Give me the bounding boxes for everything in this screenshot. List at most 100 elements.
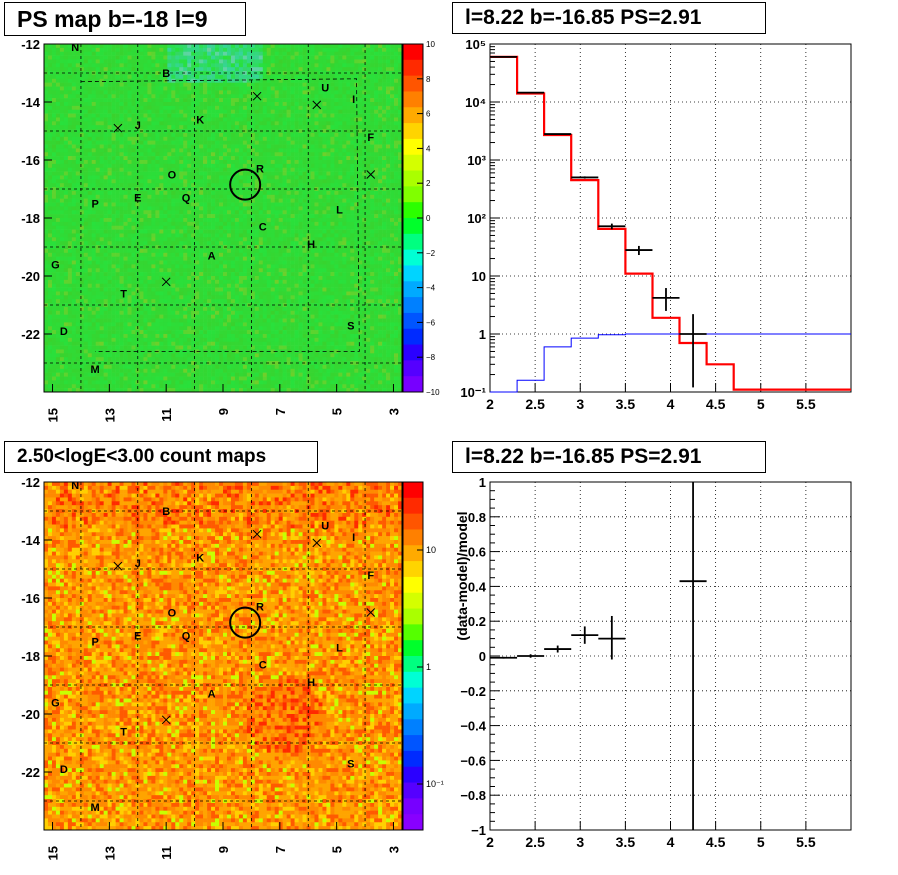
heatmap-cell <box>159 86 164 91</box>
heatmap-cell <box>330 82 335 87</box>
heatmap-cell <box>294 148 299 153</box>
heatmap-cell <box>234 144 240 149</box>
heatmap-cell <box>83 94 89 99</box>
heatmap-cell <box>226 55 232 60</box>
heatmap-cell <box>75 160 81 165</box>
heatmap-cell <box>246 82 252 87</box>
heatmap-cell <box>358 167 363 172</box>
heatmap-cell <box>294 221 299 227</box>
heatmap-cell <box>334 233 339 238</box>
heatmap-cell <box>298 90 303 95</box>
heatmap-cell <box>290 109 295 114</box>
heatmap-cell <box>171 248 176 254</box>
heatmap-cell <box>370 210 375 215</box>
heatmap-cell <box>211 90 216 95</box>
heatmap-cell <box>44 78 49 83</box>
heatmap-cell <box>266 121 272 126</box>
heatmap-cell <box>398 163 403 169</box>
heatmap-cell <box>91 160 97 165</box>
heatmap-cell <box>147 121 152 126</box>
heatmap-cell <box>155 125 160 130</box>
heatmap-cell <box>171 113 176 118</box>
heatmap-cell <box>219 214 224 219</box>
heatmap-cell <box>394 187 399 192</box>
heatmap-cell <box>99 98 104 103</box>
heatmap-cell <box>258 237 264 242</box>
heatmap-cell <box>151 221 156 227</box>
heatmap-cell <box>302 82 307 87</box>
heatmap-cell <box>266 198 272 203</box>
heatmap-cell <box>290 163 295 169</box>
heatmap-cell <box>330 94 335 99</box>
heatmap-cell <box>362 86 367 91</box>
heatmap-cell <box>286 206 291 211</box>
heatmap-cell <box>378 206 383 211</box>
heatmap-cell <box>282 117 287 122</box>
heatmap-cell <box>191 109 196 114</box>
heatmap-cell <box>207 74 212 80</box>
heatmap-cell <box>386 248 391 254</box>
heatmap-cell <box>330 55 335 60</box>
heatmap-cell <box>191 163 196 169</box>
heatmap-cell <box>318 51 323 56</box>
heatmap-cell <box>234 90 240 95</box>
heatmap-cell <box>195 152 200 157</box>
heatmap-cell <box>294 175 299 180</box>
heatmap-cell <box>223 190 228 196</box>
heatmap-cell <box>203 218 208 223</box>
heatmap-cell <box>123 190 128 196</box>
heatmap-cell <box>326 86 331 91</box>
heatmap-cell <box>219 63 224 68</box>
heatmap-cell <box>207 63 212 68</box>
heatmap-cell <box>171 218 176 223</box>
heatmap-cell <box>99 105 104 111</box>
heatmap-cell <box>226 245 232 250</box>
heatmap-cell <box>370 136 375 141</box>
heatmap-cell <box>107 256 112 261</box>
heatmap-cell <box>59 248 65 254</box>
heatmap-cell <box>318 55 323 60</box>
heatmap-cell <box>374 248 379 254</box>
heatmap-cell <box>167 229 172 234</box>
heatmap-cell <box>322 140 327 145</box>
heatmap-cell <box>238 82 244 87</box>
heatmap-cell <box>238 229 244 234</box>
heatmap-cell <box>75 47 81 53</box>
heatmap-cell <box>59 90 65 95</box>
heatmap-cell <box>175 198 180 203</box>
heatmap-cell <box>175 109 180 114</box>
heatmap-cell <box>87 156 93 161</box>
heatmap-cell <box>270 105 276 111</box>
heatmap-cell <box>123 198 128 203</box>
heatmap-cell <box>99 221 104 227</box>
heatmap-cell <box>55 248 61 254</box>
heatmap-cell <box>219 113 224 118</box>
heatmap-cell <box>51 206 57 211</box>
heatmap-cell <box>238 160 244 165</box>
heatmap-cell <box>322 214 327 219</box>
heatmap-cell <box>278 210 283 215</box>
heatmap-cell <box>294 241 299 246</box>
heatmap-cell <box>286 82 291 87</box>
heatmap-cell <box>111 202 116 207</box>
heatmap-cell <box>191 160 196 165</box>
heatmap-cell <box>334 102 339 107</box>
heatmap-cell <box>207 148 212 153</box>
heatmap-cell <box>298 113 303 118</box>
heatmap-cell <box>226 94 232 99</box>
heatmap-cell <box>103 117 108 122</box>
heatmap-cell <box>346 90 351 95</box>
heatmap-cell <box>270 98 276 103</box>
heatmap-cell <box>234 206 240 211</box>
heatmap-cell <box>234 109 240 114</box>
heatmap-cell <box>203 86 208 91</box>
heatmap-cell <box>47 190 53 196</box>
heatmap-cell <box>215 78 220 83</box>
heatmap-cell <box>155 221 160 227</box>
heatmap-cell <box>394 132 399 138</box>
heatmap-cell <box>95 47 100 53</box>
heatmap-cell <box>262 55 268 60</box>
heatmap-cell <box>302 252 307 257</box>
heatmap-cell <box>330 113 335 118</box>
heatmap-cell <box>310 136 315 141</box>
